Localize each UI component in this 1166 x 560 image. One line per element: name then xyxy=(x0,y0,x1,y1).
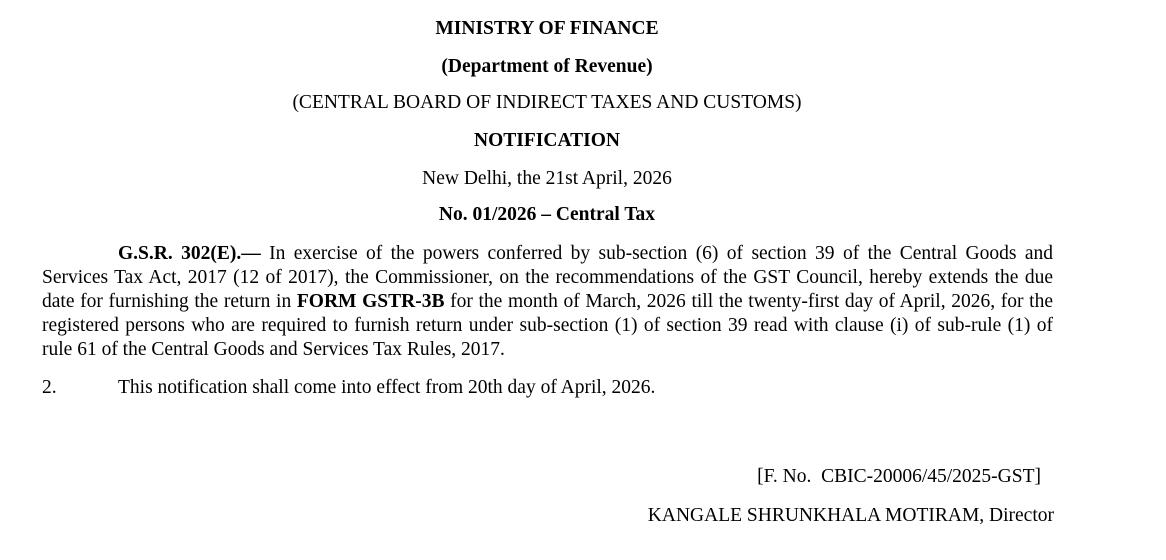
notification-title: NOTIFICATION xyxy=(474,130,620,151)
place-date: New Delhi, the 21st April, 2026 xyxy=(422,168,672,189)
department-heading: (Department of Revenue) xyxy=(441,56,653,77)
paragraph-1-text-a: In exercise of the powers conferred by s… xyxy=(42,243,1054,312)
gsr-reference: G.S.R. 302(E).— xyxy=(118,243,261,264)
paragraph-2-text: This notification shall come into effect… xyxy=(118,377,656,398)
paragraph-1: G.S.R. 302(E).— In exercise of the power… xyxy=(42,242,1053,362)
paragraph-2: 2. This notification shall come into effe… xyxy=(42,377,655,399)
paragraph-2-number: 2. xyxy=(42,377,57,398)
board-heading: (CENTRAL BOARD OF INDIRECT TAXES AND CUS… xyxy=(292,92,802,113)
notification-number: No. 01/2026 – Central Tax xyxy=(438,204,656,225)
form-name: FORM GSTR-3B xyxy=(296,291,445,312)
file-number: [F. No. CBIC-20006/45/2025-GST] xyxy=(757,466,1041,487)
signatory: KANGALE SHRUNKHALA MOTIRAM, Director xyxy=(647,505,1054,526)
paragraph-1-text-b: for the month of March, 2026 till the tw… xyxy=(42,291,1053,360)
ministry-heading: MINISTRY OF FINANCE xyxy=(435,18,659,39)
